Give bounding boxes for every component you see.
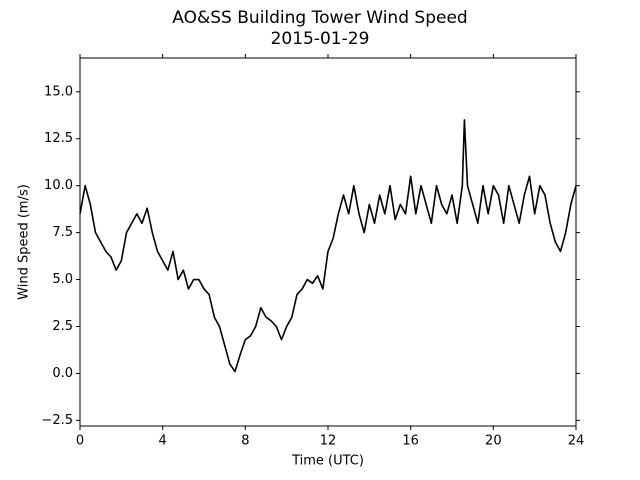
y-axis-label: Wind Speed (m/s) [17, 184, 32, 300]
chart-subtitle: 2015-01-29 [271, 29, 370, 49]
x-tick-label: 0 [76, 434, 84, 449]
x-tick-label: 24 [568, 434, 585, 449]
plot-frame [79, 57, 577, 427]
chart-title: AO&SS Building Tower Wind Speed [172, 8, 467, 28]
x-tick-label: 12 [320, 434, 337, 449]
y-tick-label: 2.5 [52, 319, 73, 334]
data-line [79, 119, 577, 373]
y-tick-label: −2.5 [41, 413, 73, 428]
y-tick-label: 7.5 [52, 225, 73, 240]
x-tick-label: 20 [485, 434, 502, 449]
x-axis-label: Time (UTC) [291, 454, 364, 469]
x-tick-label: 8 [241, 434, 249, 449]
y-tick-label: 5.0 [52, 272, 73, 287]
y-tick-label: 0.0 [52, 366, 73, 381]
y-tick-label: 15.0 [44, 84, 73, 99]
y-tick-label: 10.0 [44, 178, 73, 193]
y-tick-label: 12.5 [44, 131, 73, 146]
x-tick-label: 16 [402, 434, 419, 449]
x-tick-label: 4 [159, 434, 167, 449]
